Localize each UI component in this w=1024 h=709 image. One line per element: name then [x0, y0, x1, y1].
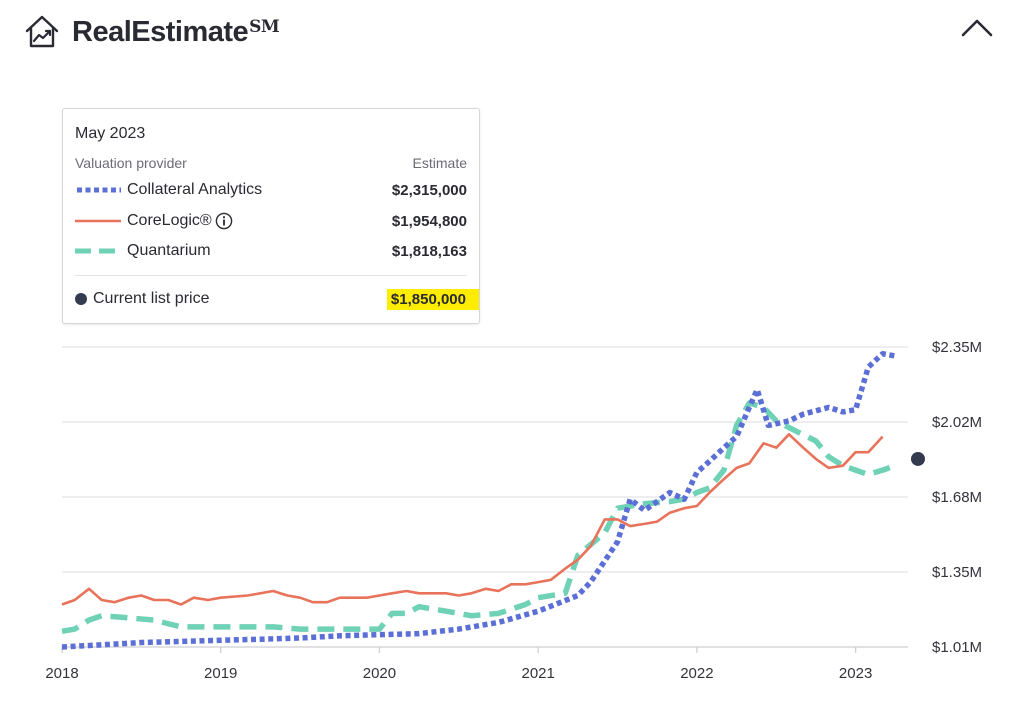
- valuation-chart[interactable]: $2.35M$2.02M$1.68M$1.35M$1.01M 2018 2019 2…: [0, 330, 1024, 709]
- x-tick-label: 2018: [45, 665, 78, 682]
- tooltip-date: May 2023: [75, 125, 146, 142]
- estimate-header: Estimate: [412, 155, 467, 171]
- series-line-corelogic: [61, 433, 884, 606]
- y-tick-label: $2.35M: [932, 339, 982, 356]
- dashed-line-swatch: [75, 248, 121, 254]
- info-icon[interactable]: [215, 212, 233, 230]
- x-axis: 2018 2019 2020 2021 2022 2023: [45, 647, 872, 682]
- series-line-collateral-analytics: [61, 350, 896, 650]
- tooltip-divider: [75, 275, 467, 276]
- series-line-quantarium: [61, 400, 897, 635]
- solid-line-swatch: [75, 219, 121, 223]
- y-tick-label: $1.01M: [932, 639, 982, 656]
- service-mark: SM: [249, 16, 280, 37]
- legend-row-list-price: Current list price $1,850,000: [75, 287, 479, 311]
- x-tick-label: 2022: [680, 665, 713, 682]
- list-price-value: $1,850,000: [386, 288, 479, 310]
- y-tick-label: $1.35M: [932, 564, 982, 581]
- page-title: RealEstimateSM: [72, 15, 280, 48]
- x-tick-label: 2023: [839, 665, 872, 682]
- x-tick-label: 2020: [363, 665, 396, 682]
- chart-markers: [911, 451, 925, 466]
- legend-row-collateral: Collateral Analytics $2,315,000: [75, 178, 467, 202]
- valuation-tooltip: May 2023 Valuation provider Estimate Col…: [62, 108, 480, 324]
- legend-row-quantarium: Quantarium $1,818,163: [75, 239, 467, 263]
- x-tick-label: 2021: [521, 665, 554, 682]
- y-axis: $2.35M $2.02M $1.68M $1.35M $1.01M: [932, 339, 982, 656]
- house-trend-icon: [25, 15, 59, 48]
- chart-series: [61, 350, 897, 650]
- x-tick-label: 2019: [204, 665, 237, 682]
- legend-row-corelogic: CoreLogic® $1,954,800: [75, 209, 467, 233]
- y-tick-label: $1.68M: [932, 489, 982, 506]
- y-tick-label: $2.02M: [932, 414, 982, 431]
- list-price-dot: [75, 293, 87, 305]
- list-price-marker[interactable]: [911, 451, 925, 466]
- chevron-up-icon[interactable]: [960, 16, 994, 40]
- provider-header: Valuation provider: [75, 155, 187, 171]
- header: RealEstimateSM: [24, 10, 280, 54]
- dotted-line-swatch: [77, 187, 121, 193]
- chart-grid: [62, 346, 908, 648]
